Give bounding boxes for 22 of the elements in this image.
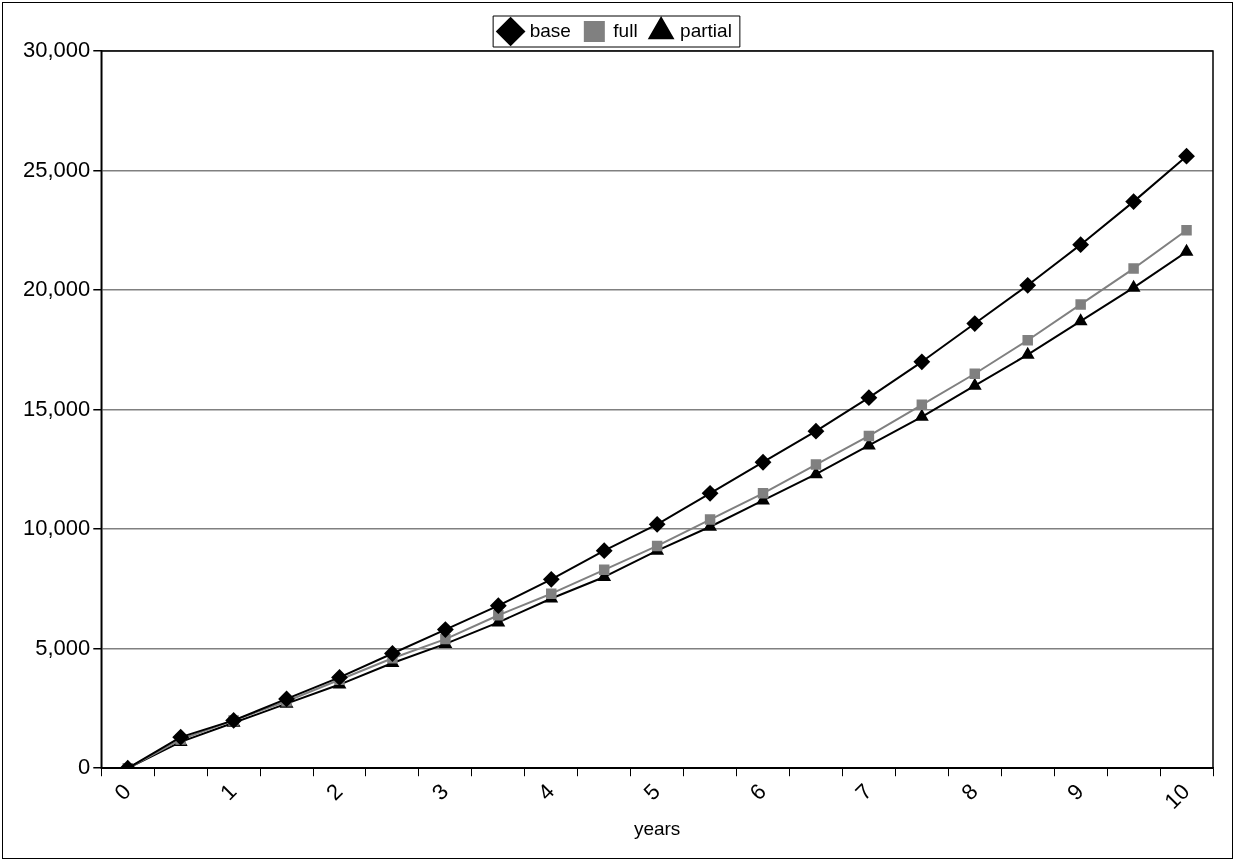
x-tick-label: 0 [109,778,136,806]
x-tick-label: 10 [1159,778,1195,814]
y-tick-label: 0 [78,754,91,780]
x-tick-label: 1 [215,778,242,806]
x-axis-title: years [633,817,681,839]
x-tick-label: 6 [744,778,771,806]
y-tick-label: 30,000 [22,37,91,63]
x-tick-label: 3 [426,778,454,806]
x-tick-label: 8 [956,778,983,806]
legend-label: full [613,19,638,41]
y-tick-label: 15,000 [22,395,91,421]
x-tick-label: 7 [850,778,877,806]
legend-label: partial [680,19,732,41]
y-tick-label: 25,000 [22,156,91,182]
x-tick-label: 9 [1062,778,1089,806]
y-tick-label: 5,000 [35,634,91,660]
y-tick-label: 20,000 [22,276,91,302]
x-tick-label: 2 [321,778,348,806]
y-tick-label: 10,000 [22,515,91,541]
legend-label: base [529,19,571,41]
x-tick-label: 4 [532,778,560,806]
x-tick-label: 5 [638,778,665,806]
